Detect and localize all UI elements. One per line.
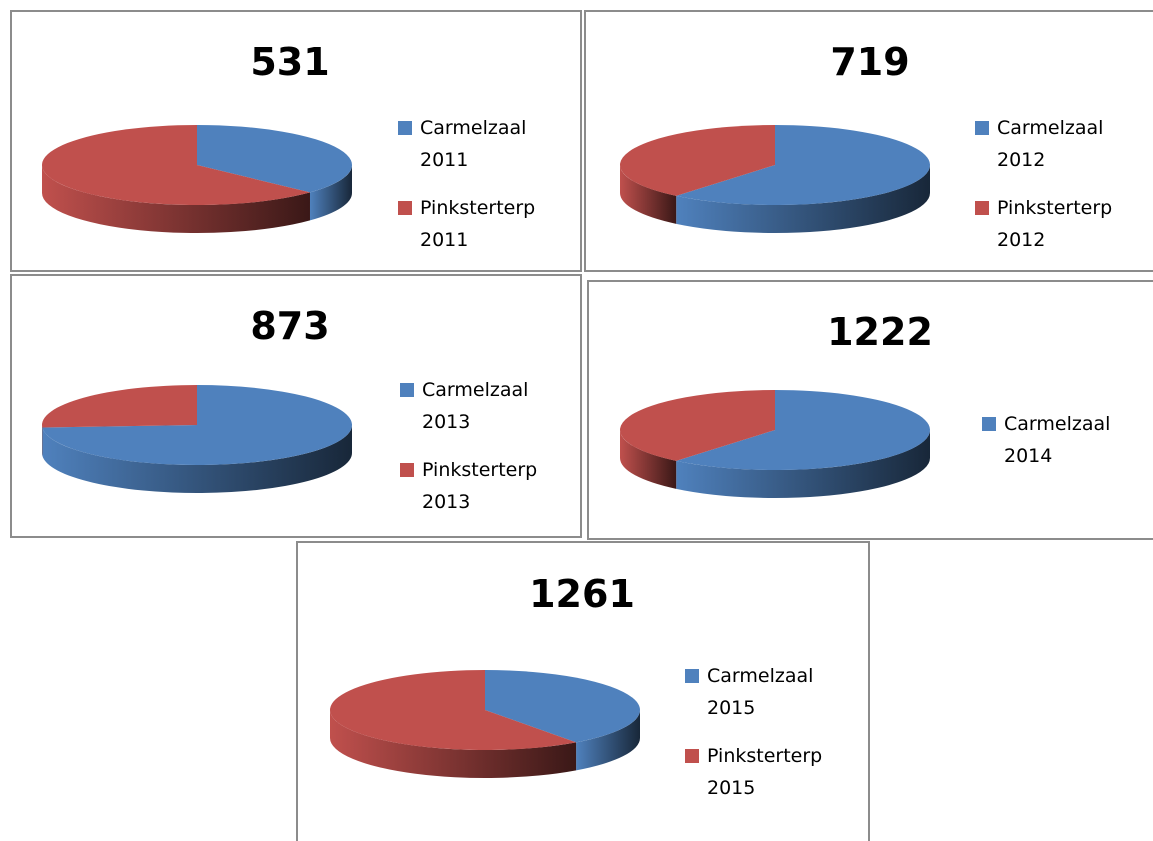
pie-side — [309, 165, 352, 221]
legend: Carmelzaal 2012 Pinksterterp 2012 — [975, 112, 1125, 272]
chart-title: 531 — [250, 40, 330, 84]
legend-item: Carmelzaal 2012 — [975, 112, 1125, 176]
legend-item: Carmelzaal 2011 — [398, 112, 548, 176]
pie-side — [676, 165, 930, 233]
legend-item: Pinksterterp 2013 — [400, 454, 550, 518]
pie-side — [676, 430, 930, 498]
pie-slice — [41, 125, 310, 205]
pie-slice — [676, 125, 931, 205]
legend-swatch — [975, 201, 989, 215]
legend-swatch — [982, 417, 996, 431]
legend-label: Pinksterterp 2012 — [997, 197, 1113, 251]
legend-label: Carmelzaal 2012 — [997, 117, 1104, 171]
legend: Carmelzaal 2014 — [982, 408, 1132, 488]
legend-swatch — [685, 669, 699, 683]
legend: Carmelzaal 2015 Pinksterterp 2015 — [685, 660, 835, 820]
legend-label: Pinksterterp 2011 — [420, 197, 536, 251]
legend-label: Carmelzaal 2013 — [422, 379, 529, 433]
legend-label: Pinksterterp 2013 — [422, 459, 538, 513]
legend-swatch — [400, 463, 414, 477]
legend-item: Pinksterterp 2015 — [685, 740, 835, 804]
legend: Carmelzaal 2013 Pinksterterp 2013 — [400, 374, 550, 534]
pie-slice — [619, 390, 775, 461]
pie-slice — [197, 125, 352, 193]
legend-swatch — [398, 201, 412, 215]
legend-swatch — [975, 121, 989, 135]
pie-side — [620, 165, 677, 224]
chart-title: 873 — [250, 304, 330, 348]
pie-slice — [330, 670, 577, 750]
pie-slice — [42, 385, 353, 465]
pie-side — [42, 425, 353, 494]
legend-label: Carmelzaal 2015 — [707, 665, 814, 719]
pie-side — [330, 710, 577, 778]
legend-swatch — [398, 121, 412, 135]
pie-side — [576, 710, 640, 771]
legend-label: Carmelzaal 2014 — [1004, 413, 1111, 467]
legend-item: Carmelzaal 2014 — [982, 408, 1132, 472]
legend-swatch — [400, 383, 414, 397]
chart-title: 719 — [830, 40, 910, 84]
legend-item: Carmelzaal 2013 — [400, 374, 550, 438]
legend-label: Pinksterterp 2015 — [707, 745, 823, 799]
legend-item: Carmelzaal 2015 — [685, 660, 835, 724]
pie-slice — [41, 385, 197, 428]
legend-item: Pinksterterp 2011 — [398, 192, 548, 256]
legend-label: Carmelzaal 2011 — [420, 117, 527, 171]
legend-swatch — [685, 749, 699, 763]
chart-title: 1261 — [529, 572, 635, 616]
chart-title: 1222 — [827, 310, 933, 354]
pie-side — [620, 430, 677, 489]
pie-slice — [620, 125, 775, 196]
legend: Carmelzaal 2011 Pinksterterp 2011 — [398, 112, 548, 272]
pie-slice — [485, 670, 641, 743]
pie-slice — [676, 390, 930, 470]
legend-item: Pinksterterp 2012 — [975, 192, 1125, 256]
pie-side — [42, 165, 310, 233]
